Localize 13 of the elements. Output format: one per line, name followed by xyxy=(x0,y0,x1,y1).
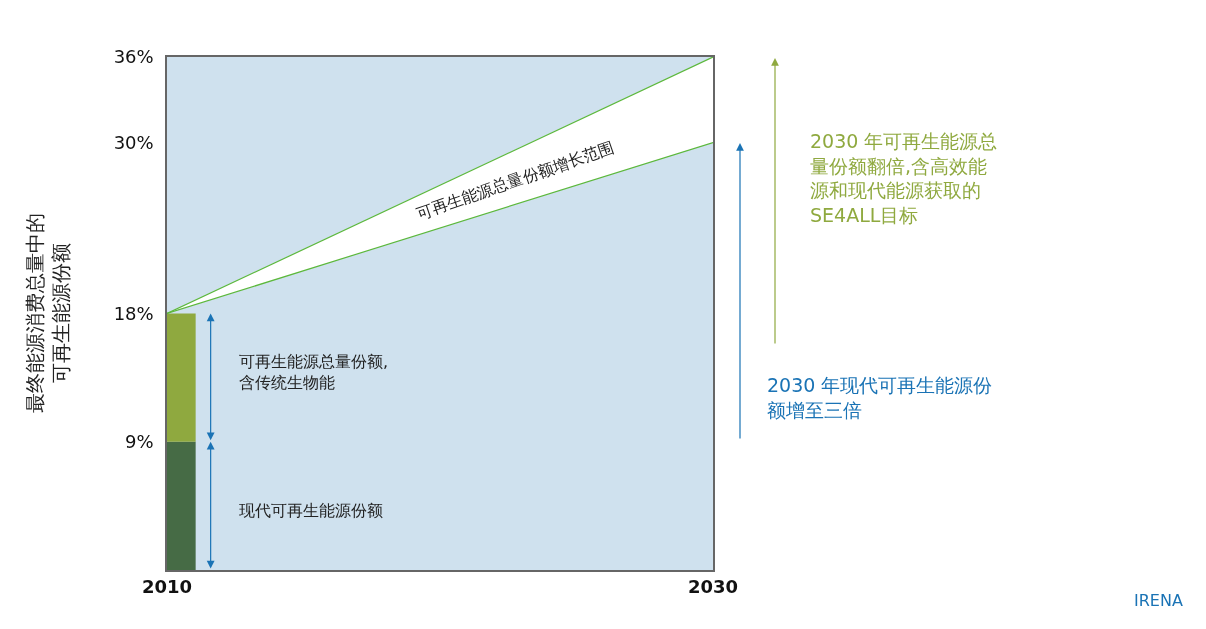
y-tick-label: 36% xyxy=(113,46,154,68)
y-tick-label: 9% xyxy=(125,431,154,453)
x-tick-label: 2030 xyxy=(687,576,739,598)
text: 2030 年可再生能源总量份额翻倍,含高效能源和现代能源获取的 SE4ALL目标 xyxy=(810,130,998,227)
annotation: 现代可再生能源份额 xyxy=(239,501,383,520)
text: IRENA xyxy=(1134,591,1183,610)
annotation: 可再生能源总量份额增长范围 xyxy=(413,137,617,224)
y-tick-label: 18% xyxy=(113,302,154,324)
annotation: 可再生能源总量份额,含传统生物能 xyxy=(239,352,389,392)
y-axis-title: 最终能源消费总量中的可再生能源份额 xyxy=(22,213,73,414)
x-tick-label: 2010 xyxy=(141,576,193,598)
y-tick-label: 30% xyxy=(113,131,154,153)
text: 2030 年现代可再生能源份额增至三倍 xyxy=(767,374,993,421)
